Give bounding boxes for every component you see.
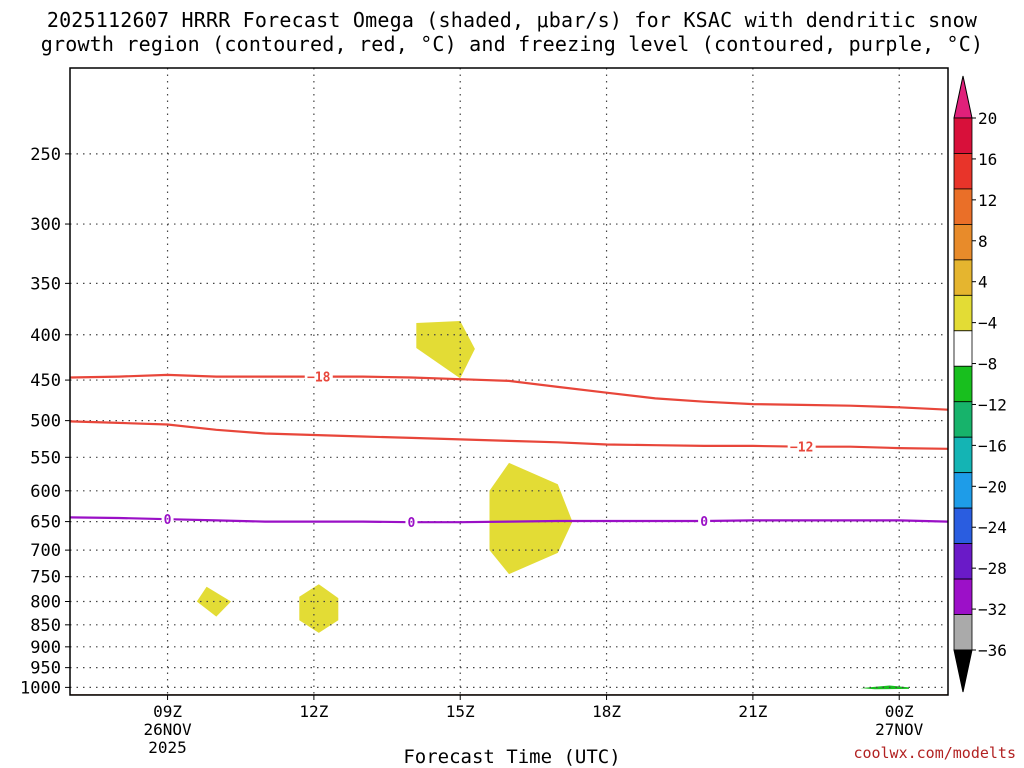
omega-shaded-region-4 bbox=[299, 584, 339, 633]
plot-frame bbox=[69, 67, 949, 696]
y-tick-label-500: 500 bbox=[30, 412, 61, 432]
y-tick-label-800: 800 bbox=[30, 593, 61, 613]
y-tick-label-600: 600 bbox=[30, 482, 61, 502]
contour-label-2-1: −12 bbox=[790, 441, 813, 456]
contour-label-bg bbox=[304, 369, 333, 383]
colorbar-segment-15 bbox=[953, 614, 973, 651]
colorbar-label-4: 8 bbox=[978, 232, 988, 251]
y-tick-label-400: 400 bbox=[30, 326, 61, 346]
colorbar-label-6: −4 bbox=[978, 314, 997, 333]
x-tick-label-12-1: 12Z bbox=[299, 702, 328, 721]
colorbar-segment-8 bbox=[953, 365, 973, 403]
colorbar-segment-2 bbox=[953, 153, 973, 190]
source-credit: coolwx.com/modelts bbox=[853, 744, 1016, 762]
y-tick-label-900: 900 bbox=[30, 638, 61, 658]
contour-label-3-1: 0 bbox=[164, 513, 172, 528]
chart-title-line-2: growth region (contoured, red, °C) and f… bbox=[40, 32, 984, 56]
colorbar-segment-11 bbox=[953, 472, 973, 509]
colorbar-bottom-arrow bbox=[953, 649, 973, 693]
y-tick-label-250: 250 bbox=[30, 145, 61, 165]
x-tick-label-15-1: 15Z bbox=[446, 702, 475, 721]
y-tick-label-350: 350 bbox=[30, 274, 61, 294]
colorbar-segment-3 bbox=[953, 188, 973, 225]
contour-label-1-1: −18 bbox=[307, 371, 331, 386]
y-tick-label-300: 300 bbox=[30, 215, 61, 235]
contour-label-bg bbox=[405, 515, 418, 529]
contour-label-bg bbox=[161, 512, 174, 526]
colorbar-label-2: 16 bbox=[978, 150, 997, 169]
colorbar-segment-12 bbox=[953, 507, 973, 544]
contour-label-bg bbox=[698, 514, 711, 528]
colorbar-segment-13 bbox=[953, 543, 973, 580]
y-tick-label-950: 950 bbox=[30, 659, 61, 679]
colorbar-segment-9 bbox=[953, 401, 973, 438]
x-tick-label-9-1: 09Z bbox=[153, 702, 182, 721]
y-tick-label-650: 650 bbox=[30, 513, 61, 533]
colorbar-label-12: −28 bbox=[978, 559, 1007, 578]
colorbar-label-1: 20 bbox=[978, 109, 997, 128]
colorbar-segment-6 bbox=[953, 294, 973, 332]
colorbar-label-13: −32 bbox=[978, 600, 1007, 619]
colorbar-label-14: −36 bbox=[978, 641, 1007, 660]
colorbar-label-8: −12 bbox=[978, 395, 1007, 414]
colorbar-label-3: 12 bbox=[978, 191, 997, 210]
chart-title-line-1: 2025112607 HRRR Forecast Omega (shaded, … bbox=[46, 8, 978, 32]
colorbar-label-7: −8 bbox=[978, 355, 997, 374]
colorbar-segment-4 bbox=[953, 223, 973, 261]
x-axis-title: Forecast Time (UTC) bbox=[403, 746, 621, 768]
colorbar-segment-14 bbox=[953, 578, 973, 615]
omega-shaded-region-5 bbox=[860, 685, 909, 690]
x-tick-label-24-2: 27NOV bbox=[875, 720, 924, 739]
colorbar-top-arrow bbox=[953, 75, 973, 119]
colorbar-segment-10 bbox=[953, 436, 973, 474]
colorbar-label-10: −20 bbox=[978, 477, 1007, 496]
contour-line-3 bbox=[69, 516, 949, 524]
x-tick-label-9-2: 26NOV bbox=[143, 720, 192, 739]
y-tick-label-450: 450 bbox=[30, 371, 61, 391]
contour-label-3-2: 0 bbox=[408, 516, 416, 531]
colorbar-segment-1 bbox=[953, 117, 973, 154]
y-tick-label-550: 550 bbox=[30, 448, 61, 468]
colorbar-segment-5 bbox=[953, 259, 973, 296]
x-tick-label-18-1: 18Z bbox=[592, 702, 621, 721]
y-tick-label-850: 850 bbox=[30, 616, 61, 636]
x-tick-label-21-1: 21Z bbox=[738, 702, 767, 721]
x-tick-label-24-1: 00Z bbox=[885, 702, 914, 721]
y-tick-label-700: 700 bbox=[30, 541, 61, 561]
y-tick-label-750: 750 bbox=[30, 568, 61, 588]
colorbar-segment-7 bbox=[953, 330, 973, 367]
colorbar-label-5: 4 bbox=[978, 273, 988, 292]
colorbar-label-11: −24 bbox=[978, 518, 1007, 537]
contour-label-3-3: 0 bbox=[700, 515, 708, 530]
x-tick-label-9-3: 2025 bbox=[148, 738, 187, 757]
contour-line-1 bbox=[69, 373, 949, 411]
y-tick-label-1000: 1000 bbox=[20, 678, 61, 698]
contour-label-bg bbox=[787, 439, 816, 453]
colorbar-label-9: −16 bbox=[978, 436, 1007, 455]
